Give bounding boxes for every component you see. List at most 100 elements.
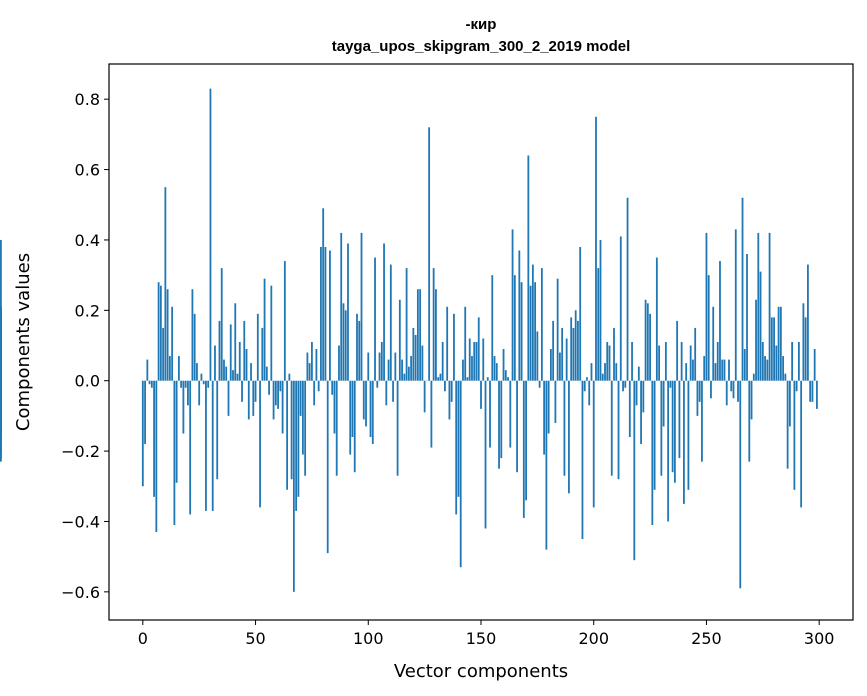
bar bbox=[441, 342, 444, 381]
bar bbox=[299, 380, 302, 416]
bar bbox=[705, 232, 708, 381]
bar bbox=[816, 380, 818, 409]
bar bbox=[243, 320, 246, 381]
bar bbox=[193, 313, 196, 381]
bar bbox=[270, 285, 273, 381]
bar bbox=[500, 380, 503, 459]
bar bbox=[385, 380, 388, 406]
bar bbox=[401, 359, 403, 381]
bar bbox=[168, 356, 171, 381]
bar bbox=[687, 380, 690, 490]
bar bbox=[389, 264, 392, 381]
bar bbox=[254, 380, 257, 402]
bar bbox=[673, 380, 676, 483]
bar bbox=[617, 380, 620, 480]
bar bbox=[495, 363, 498, 381]
bar bbox=[238, 342, 241, 381]
bar bbox=[764, 356, 766, 381]
y-tick-label: 0.4 bbox=[75, 231, 100, 250]
bar bbox=[737, 380, 739, 402]
bar bbox=[471, 356, 473, 381]
bar bbox=[164, 187, 167, 381]
bar bbox=[572, 327, 575, 381]
bar bbox=[252, 380, 255, 416]
bar bbox=[241, 380, 243, 402]
bar bbox=[326, 380, 329, 554]
bar bbox=[396, 380, 399, 476]
bar bbox=[157, 282, 160, 381]
bar bbox=[141, 380, 144, 487]
bar bbox=[428, 127, 431, 381]
bar bbox=[669, 380, 672, 388]
bar bbox=[595, 116, 597, 381]
bar bbox=[437, 377, 440, 381]
bar bbox=[184, 380, 187, 388]
bar bbox=[791, 342, 794, 381]
bar bbox=[507, 377, 509, 381]
y-tick-label: 0.8 bbox=[75, 90, 100, 109]
bar bbox=[637, 366, 640, 381]
bar bbox=[725, 380, 728, 406]
x-tick-label: 200 bbox=[578, 629, 609, 648]
bar bbox=[759, 271, 762, 381]
bar bbox=[175, 380, 178, 483]
bar bbox=[809, 380, 812, 402]
y-tick-label: 0.6 bbox=[75, 161, 100, 180]
bar bbox=[520, 282, 523, 381]
bar bbox=[615, 363, 618, 381]
bar bbox=[619, 236, 622, 381]
bar bbox=[295, 380, 298, 511]
bar bbox=[297, 380, 300, 497]
bar bbox=[209, 88, 212, 381]
bar bbox=[477, 317, 480, 381]
bar bbox=[200, 373, 203, 381]
bar bbox=[482, 338, 485, 381]
bar bbox=[644, 299, 647, 381]
bar bbox=[509, 380, 512, 448]
bar bbox=[365, 380, 367, 427]
bar bbox=[144, 380, 146, 445]
bar bbox=[351, 380, 354, 438]
bar bbox=[640, 380, 642, 445]
bar bbox=[405, 268, 408, 381]
bar bbox=[432, 268, 435, 381]
bar bbox=[678, 380, 681, 459]
bar bbox=[261, 327, 264, 381]
bar bbox=[683, 380, 685, 504]
bar bbox=[658, 345, 661, 381]
bar bbox=[766, 359, 769, 381]
bar bbox=[493, 356, 496, 381]
bar bbox=[148, 380, 151, 385]
bar bbox=[518, 250, 521, 381]
bar bbox=[536, 331, 539, 381]
bar bbox=[543, 380, 546, 455]
bar bbox=[807, 264, 809, 381]
x-tick-label: 250 bbox=[691, 629, 722, 648]
bar bbox=[162, 327, 165, 381]
bar bbox=[410, 356, 413, 381]
bar bbox=[734, 229, 737, 381]
bar bbox=[416, 289, 419, 381]
bar bbox=[502, 349, 505, 381]
bar bbox=[455, 380, 458, 515]
bar bbox=[347, 243, 349, 381]
bar bbox=[703, 356, 706, 381]
bar bbox=[802, 303, 805, 381]
bar bbox=[504, 370, 507, 381]
bar bbox=[750, 380, 753, 420]
bar bbox=[583, 380, 586, 392]
bar bbox=[214, 345, 216, 381]
bar bbox=[367, 352, 370, 381]
bar bbox=[613, 327, 615, 381]
bar bbox=[721, 359, 724, 381]
bar bbox=[732, 380, 735, 399]
bar bbox=[227, 380, 230, 416]
bar bbox=[549, 349, 552, 381]
bar bbox=[554, 380, 557, 423]
bar bbox=[712, 306, 715, 381]
bar bbox=[342, 303, 345, 381]
bar bbox=[782, 356, 785, 381]
bar bbox=[356, 313, 358, 381]
bar bbox=[407, 366, 410, 381]
bar bbox=[430, 380, 433, 448]
